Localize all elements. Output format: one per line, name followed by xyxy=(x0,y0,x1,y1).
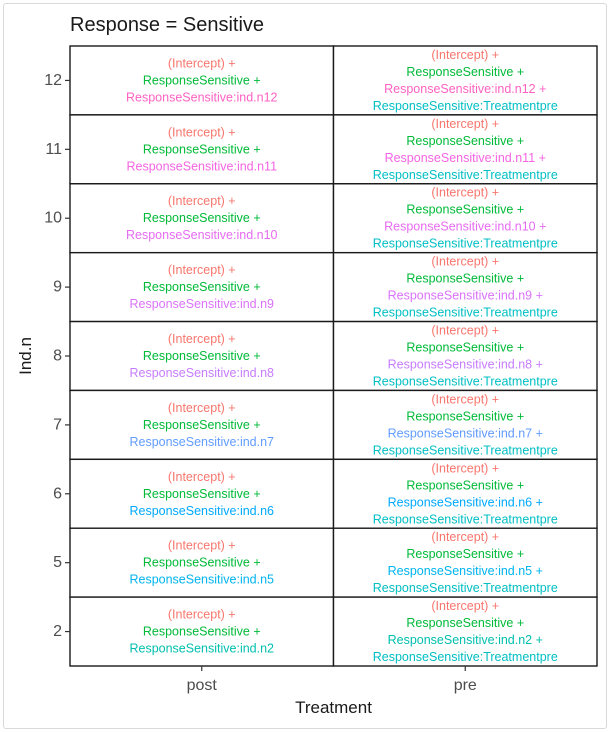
tile-grid xyxy=(69,45,598,667)
cell-label-8-post-line-1: (Intercept) + xyxy=(168,332,236,346)
cell-label-11-pre-line-2: ResponseSensitive + xyxy=(406,134,524,148)
cell-label-8-pre-line-1: (Intercept) + xyxy=(431,324,499,338)
y-axis-label: Ind.n xyxy=(16,337,35,375)
cell-label-10-post-line-3: ResponseSensitive:ind.n10 xyxy=(126,228,278,242)
cell-label-10-post-line-2: ResponseSensitive + xyxy=(143,211,261,225)
y-tick-label-9: 9 xyxy=(53,279,62,296)
y-tick-label-12: 12 xyxy=(44,72,62,89)
cell-label-8-post-line-3: ResponseSensitive:ind.n8 xyxy=(129,366,274,380)
cell-label-6-post-line-3: ResponseSensitive:ind.n6 xyxy=(129,504,274,518)
tile-6-post xyxy=(69,458,335,529)
cell-label-9-pre-line-3: ResponseSensitive:ind.n9 + xyxy=(388,289,543,303)
cell-label-2-pre-line-4: ResponseSensitive:Treatmentpre xyxy=(373,650,558,664)
x-tick-label-post: post xyxy=(187,677,218,694)
tile-10-pre xyxy=(332,183,598,254)
tile-7-pre xyxy=(332,389,598,461)
y-tick-label-2: 2 xyxy=(53,623,62,640)
x-axis: post pre xyxy=(187,666,477,694)
y-tick-label-7: 7 xyxy=(53,416,62,433)
tile-9-pre xyxy=(332,251,598,323)
cell-label-8-pre-line-4: ResponseSensitive:Treatmentpre xyxy=(373,375,558,389)
cell-label-6-pre-line-3: ResponseSensitive:ind.n6 + xyxy=(388,495,543,509)
cell-label-2-post-line-3: ResponseSensitive:ind.n2 xyxy=(129,642,274,656)
chart-title: Response = Sensitive xyxy=(70,14,264,36)
cell-label-7-post-line-1: (Intercept) + xyxy=(168,401,236,415)
cell-label-9-pre-line-1: (Intercept) + xyxy=(431,255,499,269)
y-tick-label-6: 6 xyxy=(53,485,62,502)
cell-label-2-post-line-1: (Intercept) + xyxy=(168,608,236,622)
cell-label-7-post-line-2: ResponseSensitive + xyxy=(143,418,261,432)
cell-label-12-pre-line-3: ResponseSensitive:ind.n12 + xyxy=(384,82,546,96)
y-tick-label-10: 10 xyxy=(44,210,62,227)
cell-label-12-pre-line-4: ResponseSensitive:Treatmentpre xyxy=(373,99,558,113)
cell-label-7-pre-line-4: ResponseSensitive:Treatmentpre xyxy=(373,443,558,457)
cell-label-7-post-line-3: ResponseSensitive:ind.n7 xyxy=(129,435,274,449)
tile-2-post xyxy=(69,596,335,667)
cell-label-10-pre-line-3: ResponseSensitive:ind.n10 + xyxy=(384,220,546,234)
cell-label-6-pre-line-1: (Intercept) + xyxy=(431,461,499,475)
cell-label-6-pre-line-2: ResponseSensitive + xyxy=(406,478,524,492)
cell-label-2-pre-line-2: ResponseSensitive + xyxy=(406,616,524,630)
tile-8-pre xyxy=(332,320,598,392)
cell-label-12-post-line-2: ResponseSensitive + xyxy=(143,73,261,87)
cell-label-11-pre-line-1: (Intercept) + xyxy=(431,117,499,131)
y-tick-label-5: 5 xyxy=(53,554,62,571)
cell-label-9-post-line-1: (Intercept) + xyxy=(168,263,236,277)
cell-label-10-pre-line-2: ResponseSensitive + xyxy=(406,203,524,217)
tile-11-pre xyxy=(332,114,598,185)
cell-label-5-post-line-1: (Intercept) + xyxy=(168,539,236,553)
cell-label-9-post-line-3: ResponseSensitive:ind.n9 xyxy=(129,297,274,311)
x-axis-label: Treatment xyxy=(295,698,372,717)
cell-label-6-pre-line-4: ResponseSensitive:Treatmentpre xyxy=(373,512,558,526)
tile-12-pre xyxy=(332,45,598,116)
cell-label-7-pre-line-3: ResponseSensitive:ind.n7 + xyxy=(388,426,543,440)
cell-label-8-post-line-2: ResponseSensitive + xyxy=(143,349,261,363)
cell-label-10-pre-line-1: (Intercept) + xyxy=(431,186,499,200)
cell-label-5-pre-line-4: ResponseSensitive:Treatmentpre xyxy=(373,581,558,595)
tile-8-post xyxy=(69,320,335,392)
cell-label-11-post-line-1: (Intercept) + xyxy=(168,125,236,139)
cell-label-12-pre-line-2: ResponseSensitive + xyxy=(406,65,524,79)
cell-label-5-pre-line-2: ResponseSensitive + xyxy=(406,547,524,561)
cell-label-12-pre-line-1: (Intercept) + xyxy=(431,48,499,62)
cell-label-5-pre-line-1: (Intercept) + xyxy=(431,530,499,544)
x-tick-label-pre: pre xyxy=(454,677,477,694)
cell-label-7-pre-line-1: (Intercept) + xyxy=(431,392,499,406)
cell-label-11-pre-line-3: ResponseSensitive:ind.n11 + xyxy=(385,151,546,165)
tile-7-post xyxy=(69,389,335,461)
tile-5-post xyxy=(69,527,335,598)
tile-6-pre xyxy=(332,458,598,529)
cell-label-9-pre-line-2: ResponseSensitive + xyxy=(406,272,524,286)
cell-label-9-pre-line-4: ResponseSensitive:Treatmentpre xyxy=(373,306,558,320)
cell-label-11-post-line-2: ResponseSensitive + xyxy=(143,142,261,156)
cell-label-11-pre-line-4: ResponseSensitive:Treatmentpre xyxy=(373,168,558,182)
cell-label-8-pre-line-3: ResponseSensitive:ind.n8 + xyxy=(388,358,543,372)
y-axis: 12 11 10 9 8 7 6 5 2 xyxy=(44,72,70,640)
cell-label-6-post-line-1: (Intercept) + xyxy=(168,470,236,484)
cell-label-7-pre-line-2: ResponseSensitive + xyxy=(406,409,524,423)
cell-label-8-pre-line-2: ResponseSensitive + xyxy=(406,341,524,355)
cell-label-9-post-line-2: ResponseSensitive + xyxy=(143,280,261,294)
y-tick-label-11: 11 xyxy=(45,141,62,158)
cell-label-2-post-line-2: ResponseSensitive + xyxy=(143,625,261,639)
cell-label-5-pre-line-3: ResponseSensitive:ind.n5 + xyxy=(388,564,543,578)
cell-label-11-post-line-3: ResponseSensitive:ind.n11 xyxy=(126,159,277,173)
cell-labels: (Intercept) + ResponseSensitive + Response… xyxy=(126,48,558,664)
tile-5-pre xyxy=(332,527,598,598)
cell-label-10-post-line-1: (Intercept) + xyxy=(168,194,236,208)
cell-label-2-pre-line-1: (Intercept) + xyxy=(431,599,499,613)
cell-label-2-pre-line-3: ResponseSensitive:ind.n2 + xyxy=(388,633,543,647)
cell-label-5-post-line-2: ResponseSensitive + xyxy=(143,556,261,570)
figure-frame xyxy=(3,3,607,729)
tile-2-pre xyxy=(332,596,598,667)
cell-label-12-post-line-1: (Intercept) + xyxy=(168,56,236,70)
cell-label-10-pre-line-4: ResponseSensitive:Treatmentpre xyxy=(373,237,558,251)
y-tick-label-8: 8 xyxy=(53,348,62,365)
cell-label-5-post-line-3: ResponseSensitive:ind.n5 xyxy=(129,573,274,587)
cell-label-6-post-line-2: ResponseSensitive + xyxy=(143,487,261,501)
cell-label-12-post-line-3: ResponseSensitive:ind.n12 xyxy=(126,90,278,104)
